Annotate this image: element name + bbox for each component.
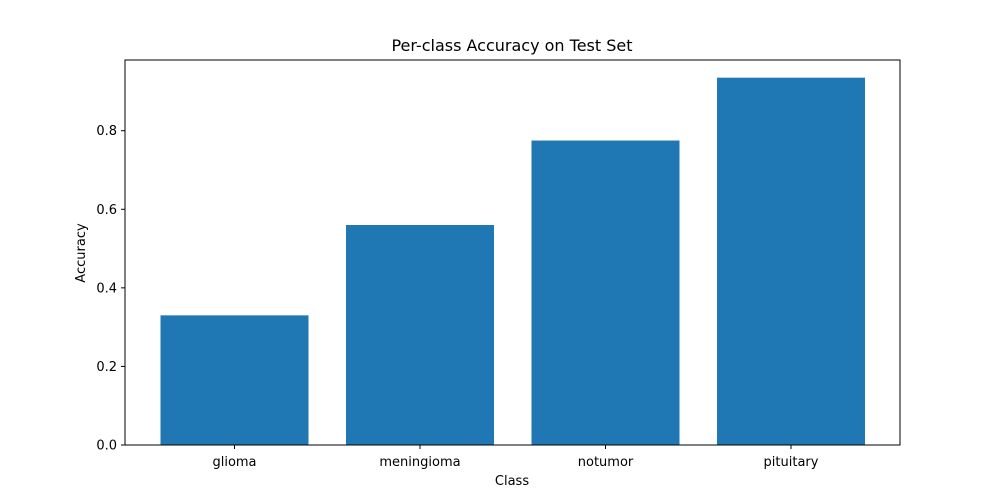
chart-title: Per-class Accuracy on Test Set [391,36,632,55]
bar-pituitary [717,77,865,445]
x-axis-label: Class [495,474,529,489]
x-tick-label-pituitary: pituitary [764,455,819,470]
y-tick-label: 0.8 [96,124,117,139]
y-tick-label: 0.6 [96,203,117,218]
bar-meningioma [346,225,494,445]
bars-layer [160,77,865,446]
x-tick-label-glioma: glioma [212,455,256,470]
x-tick-label-meningioma: meningioma [379,455,460,470]
y-axis: 0.0 0.2 0.4 0.6 0.8 [96,124,125,454]
x-axis: glioma meningioma notumor pituitary [212,445,819,470]
y-tick-label: 0.0 [96,439,117,454]
x-tick-label-notumor: notumor [578,455,634,470]
y-tick-label: 0.2 [96,360,117,375]
y-axis-label: Accuracy [74,223,89,283]
plot-frame [124,59,901,446]
bar-notumor [531,140,680,446]
bar-glioma [160,315,309,445]
y-tick-label: 0.4 [96,281,117,296]
